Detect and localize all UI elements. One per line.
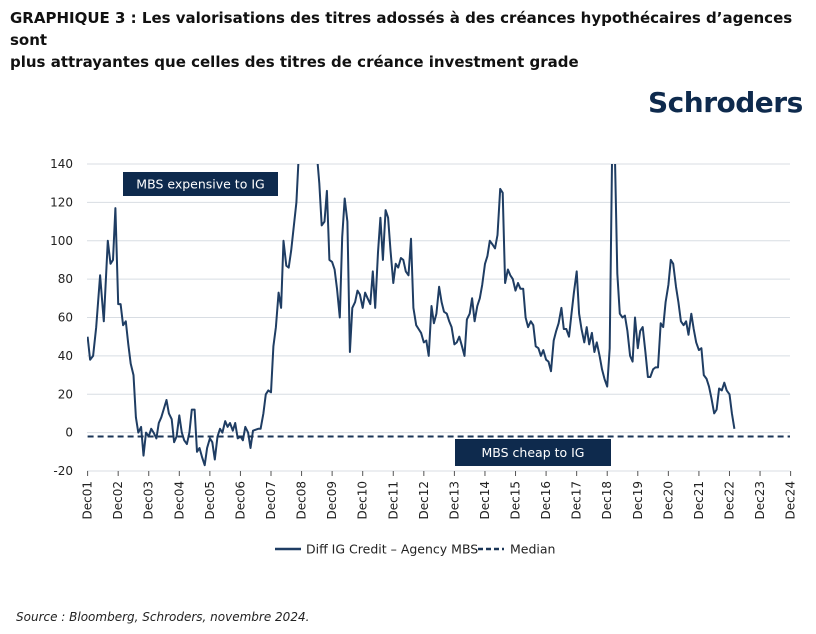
- x-tick-label: Dec18: [600, 481, 614, 520]
- legend-item: Diff IG Credit – Agency MBS: [275, 542, 478, 557]
- chart-title-line-1: GRAPHIQUE 3 : Les valorisations des titr…: [10, 9, 793, 49]
- legend: Diff IG Credit – Agency MBS Median: [275, 542, 555, 557]
- legend-label: Diff IG Credit – Agency MBS: [306, 542, 478, 557]
- x-tick-label: Dec12: [417, 481, 431, 520]
- x-tick-label: Dec08: [295, 481, 309, 520]
- series-line: [87, 164, 736, 467]
- x-tick-label: Dec06: [233, 481, 247, 520]
- x-tick-label: Dec19: [631, 481, 645, 520]
- y-tick-label: 80: [58, 272, 73, 286]
- chart-title-line-2: plus attrayantes que celles des titres d…: [10, 53, 579, 71]
- annotation-box: [123, 172, 278, 196]
- x-tick-label: Dec14: [478, 481, 492, 520]
- x-tick-label: Dec17: [570, 481, 584, 520]
- x-tick-label: Dec04: [172, 481, 186, 520]
- chart-title: GRAPHIQUE 3 : Les valorisations des titr…: [10, 7, 800, 73]
- legend-item: Median: [478, 542, 555, 557]
- annotation-label: MBS expensive to IG: [136, 177, 264, 192]
- legend-label: Median: [510, 542, 555, 557]
- annotation-mbs-expensive: MBS expensive to IG: [123, 172, 278, 196]
- y-tick-label: 120: [50, 195, 73, 209]
- annotation-box: [455, 439, 611, 466]
- y-tick-label: 20: [58, 387, 73, 401]
- series-group: [87, 164, 790, 467]
- x-tick-label: Dec22: [722, 481, 736, 520]
- y-tick-label: 0: [65, 426, 73, 440]
- x-tick-label: Dec24: [784, 481, 798, 520]
- y-tick-label: -20: [53, 464, 73, 478]
- x-tick-label: Dec02: [111, 481, 125, 520]
- schroders-logo: Schroders: [648, 86, 803, 119]
- y-axis-ticks: 140 120 100 80 60 40 20 0 -20: [50, 157, 73, 478]
- x-tick-label: Dec05: [203, 481, 217, 520]
- y-tick-label: 100: [50, 234, 73, 248]
- x-tick-label: Dec10: [356, 481, 370, 520]
- x-tick-label: Dec01: [81, 481, 95, 520]
- y-tick-label: 40: [58, 349, 73, 363]
- annotation-mbs-cheap: MBS cheap to IG: [455, 439, 611, 466]
- annotation-label: MBS cheap to IG: [482, 445, 585, 460]
- x-axis-ticks: Dec01 Dec02 Dec03 Dec04 Dec05 Dec06 Dec07 Dec08…: [81, 471, 798, 520]
- x-tick-label: Dec11: [386, 481, 400, 520]
- x-tick-label: Dec16: [539, 481, 553, 520]
- y-tick-label: 60: [58, 311, 73, 325]
- x-tick-label: Dec20: [661, 481, 675, 520]
- x-tick-label: Dec13: [447, 481, 461, 520]
- gridlines: [87, 163, 790, 472]
- x-tick-label: Dec21: [692, 481, 706, 520]
- x-tick-label: Dec03: [142, 481, 156, 520]
- x-tick-label: Dec23: [753, 481, 767, 520]
- y-tick-label: 140: [50, 157, 73, 171]
- source-note: Source : Bloomberg, Schroders, novembre …: [16, 610, 310, 624]
- x-tick-label: Dec09: [325, 481, 339, 520]
- x-tick-label: Dec15: [509, 481, 523, 520]
- annotations: MBS expensive to IG MBS cheap to IG: [123, 172, 611, 466]
- x-tick-label: Dec07: [264, 481, 278, 520]
